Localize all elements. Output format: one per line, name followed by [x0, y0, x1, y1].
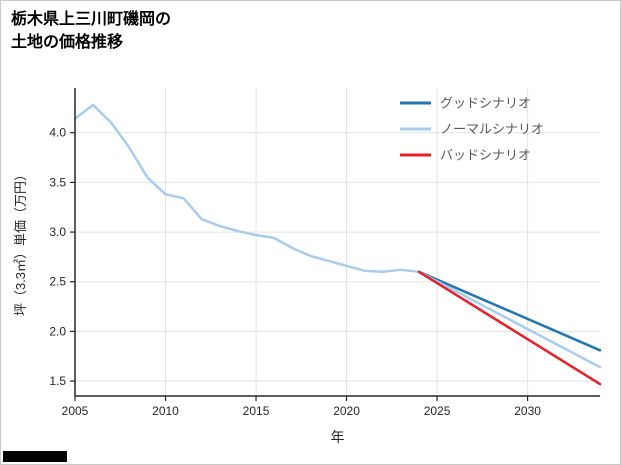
x-tick-label: 2005 [62, 404, 89, 418]
bottom-left-black-bar [3, 451, 67, 462]
chart-title-line1: 栃木県上三川町磯岡の [11, 11, 172, 28]
x-tick-label: 2020 [333, 404, 360, 418]
y-tick-label: 4.0 [49, 126, 66, 140]
x-tick-label: 2025 [424, 404, 451, 418]
series-line-normal-scenario [417, 270, 602, 369]
y-tick-label: 3.0 [49, 225, 66, 239]
series-line-history [73, 103, 421, 274]
y-tick-label: 3.5 [49, 175, 66, 189]
y-axis-label: 坪（3.3㎡）単価（万円） [13, 167, 28, 317]
chart-title-line2: 土地の価格推移 [11, 34, 124, 52]
x-tick-label: 2030 [514, 404, 541, 418]
x-tick-label: 2010 [152, 404, 179, 418]
y-tick-label: 2.0 [49, 324, 66, 338]
chart-title: 栃木県上三川町磯岡の 土地の価格推移 [11, 8, 171, 54]
y-tick-label: 1.5 [49, 374, 66, 388]
series-line-good-scenario [417, 270, 602, 352]
y-tick-label: 2.5 [49, 275, 66, 289]
legend-label-bad-scenario: バッドシナリオ [440, 148, 531, 163]
x-axis-label: 年 [330, 429, 345, 445]
legend-label-good-scenario: グッドシナリオ [440, 96, 531, 111]
series-line-bad-scenario [417, 270, 602, 386]
legend-label-normal-scenario: ノーマルシナリオ [440, 122, 544, 137]
x-tick-label: 2015 [243, 404, 270, 418]
